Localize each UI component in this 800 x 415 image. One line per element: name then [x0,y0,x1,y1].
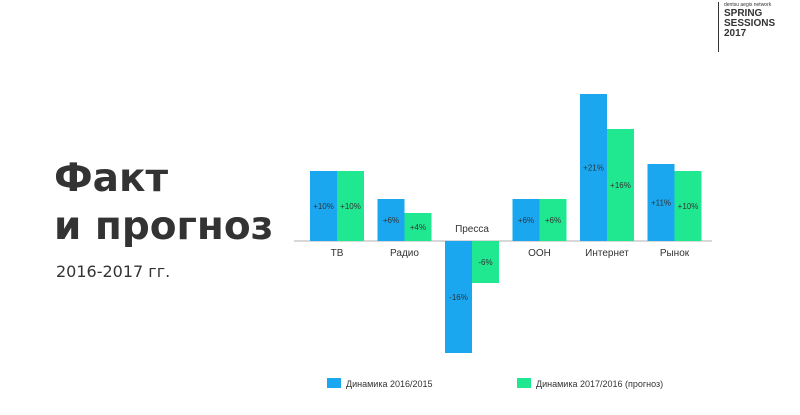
bar-s1-3 [512,199,540,241]
bar-label-s2-0: +10% [340,202,361,211]
bar-label-s1-2: -16% [449,293,468,302]
bar-label-s2-5: +10% [678,202,699,211]
category-label-4: Интернет [585,248,629,259]
slide-title: Факт и прогноз [54,155,273,251]
bar-label-s2-1: +4% [410,223,426,232]
bar-s2-2 [472,241,499,283]
bar-label-s1-1: +6% [383,216,399,225]
bar-s1-0 [310,171,337,241]
slide-subtitle: 2016-2017 гг. [56,262,171,281]
legend-label-2: Динамика 2017/2016 (прогноз) [536,379,663,389]
slide-title-line-1: Факт [54,156,169,201]
brand-line-2: SESSIONS [724,18,776,29]
bar-label-s2-3: +6% [545,216,561,225]
bar-s2-3 [539,199,567,241]
slide-title-line-2: и прогноз [54,204,274,249]
category-label-1: Радио [390,248,419,259]
bar-s1-2 [445,241,472,353]
bar-s1-5 [647,164,675,241]
brand-line-3: 2017 [724,28,747,39]
category-label-0: ТВ [331,248,344,259]
legend-label-1: Динамика 2016/2015 [346,379,433,389]
bar-label-s1-3: +6% [518,216,534,225]
legend-swatch-2 [517,378,531,388]
bar-label-s2-2: -6% [478,258,492,267]
category-label-2: Пресса [455,224,489,235]
bar-s2-4 [607,129,634,241]
brand-line-1: SPRING [724,8,763,19]
category-label-5: Рынок [660,248,690,259]
bar-label-s2-4: +16% [610,181,631,190]
bar-s1-4 [580,94,607,241]
legend-swatch-1 [327,378,341,388]
bar-s2-0 [337,171,364,241]
bar-label-s1-4: +21% [583,164,604,173]
category-label-3: OOH [528,248,551,259]
brand-network: dentsu aegis network [724,2,772,8]
bar-s2-1 [404,213,432,241]
bar-s1-1 [377,199,405,241]
brand-logo: dentsu aegis network SPRING SESSIONS 201… [718,2,800,52]
bar-s2-5 [674,171,702,241]
bar-label-s1-5: +11% [651,199,671,208]
bar-label-s1-0: +10% [313,202,334,211]
